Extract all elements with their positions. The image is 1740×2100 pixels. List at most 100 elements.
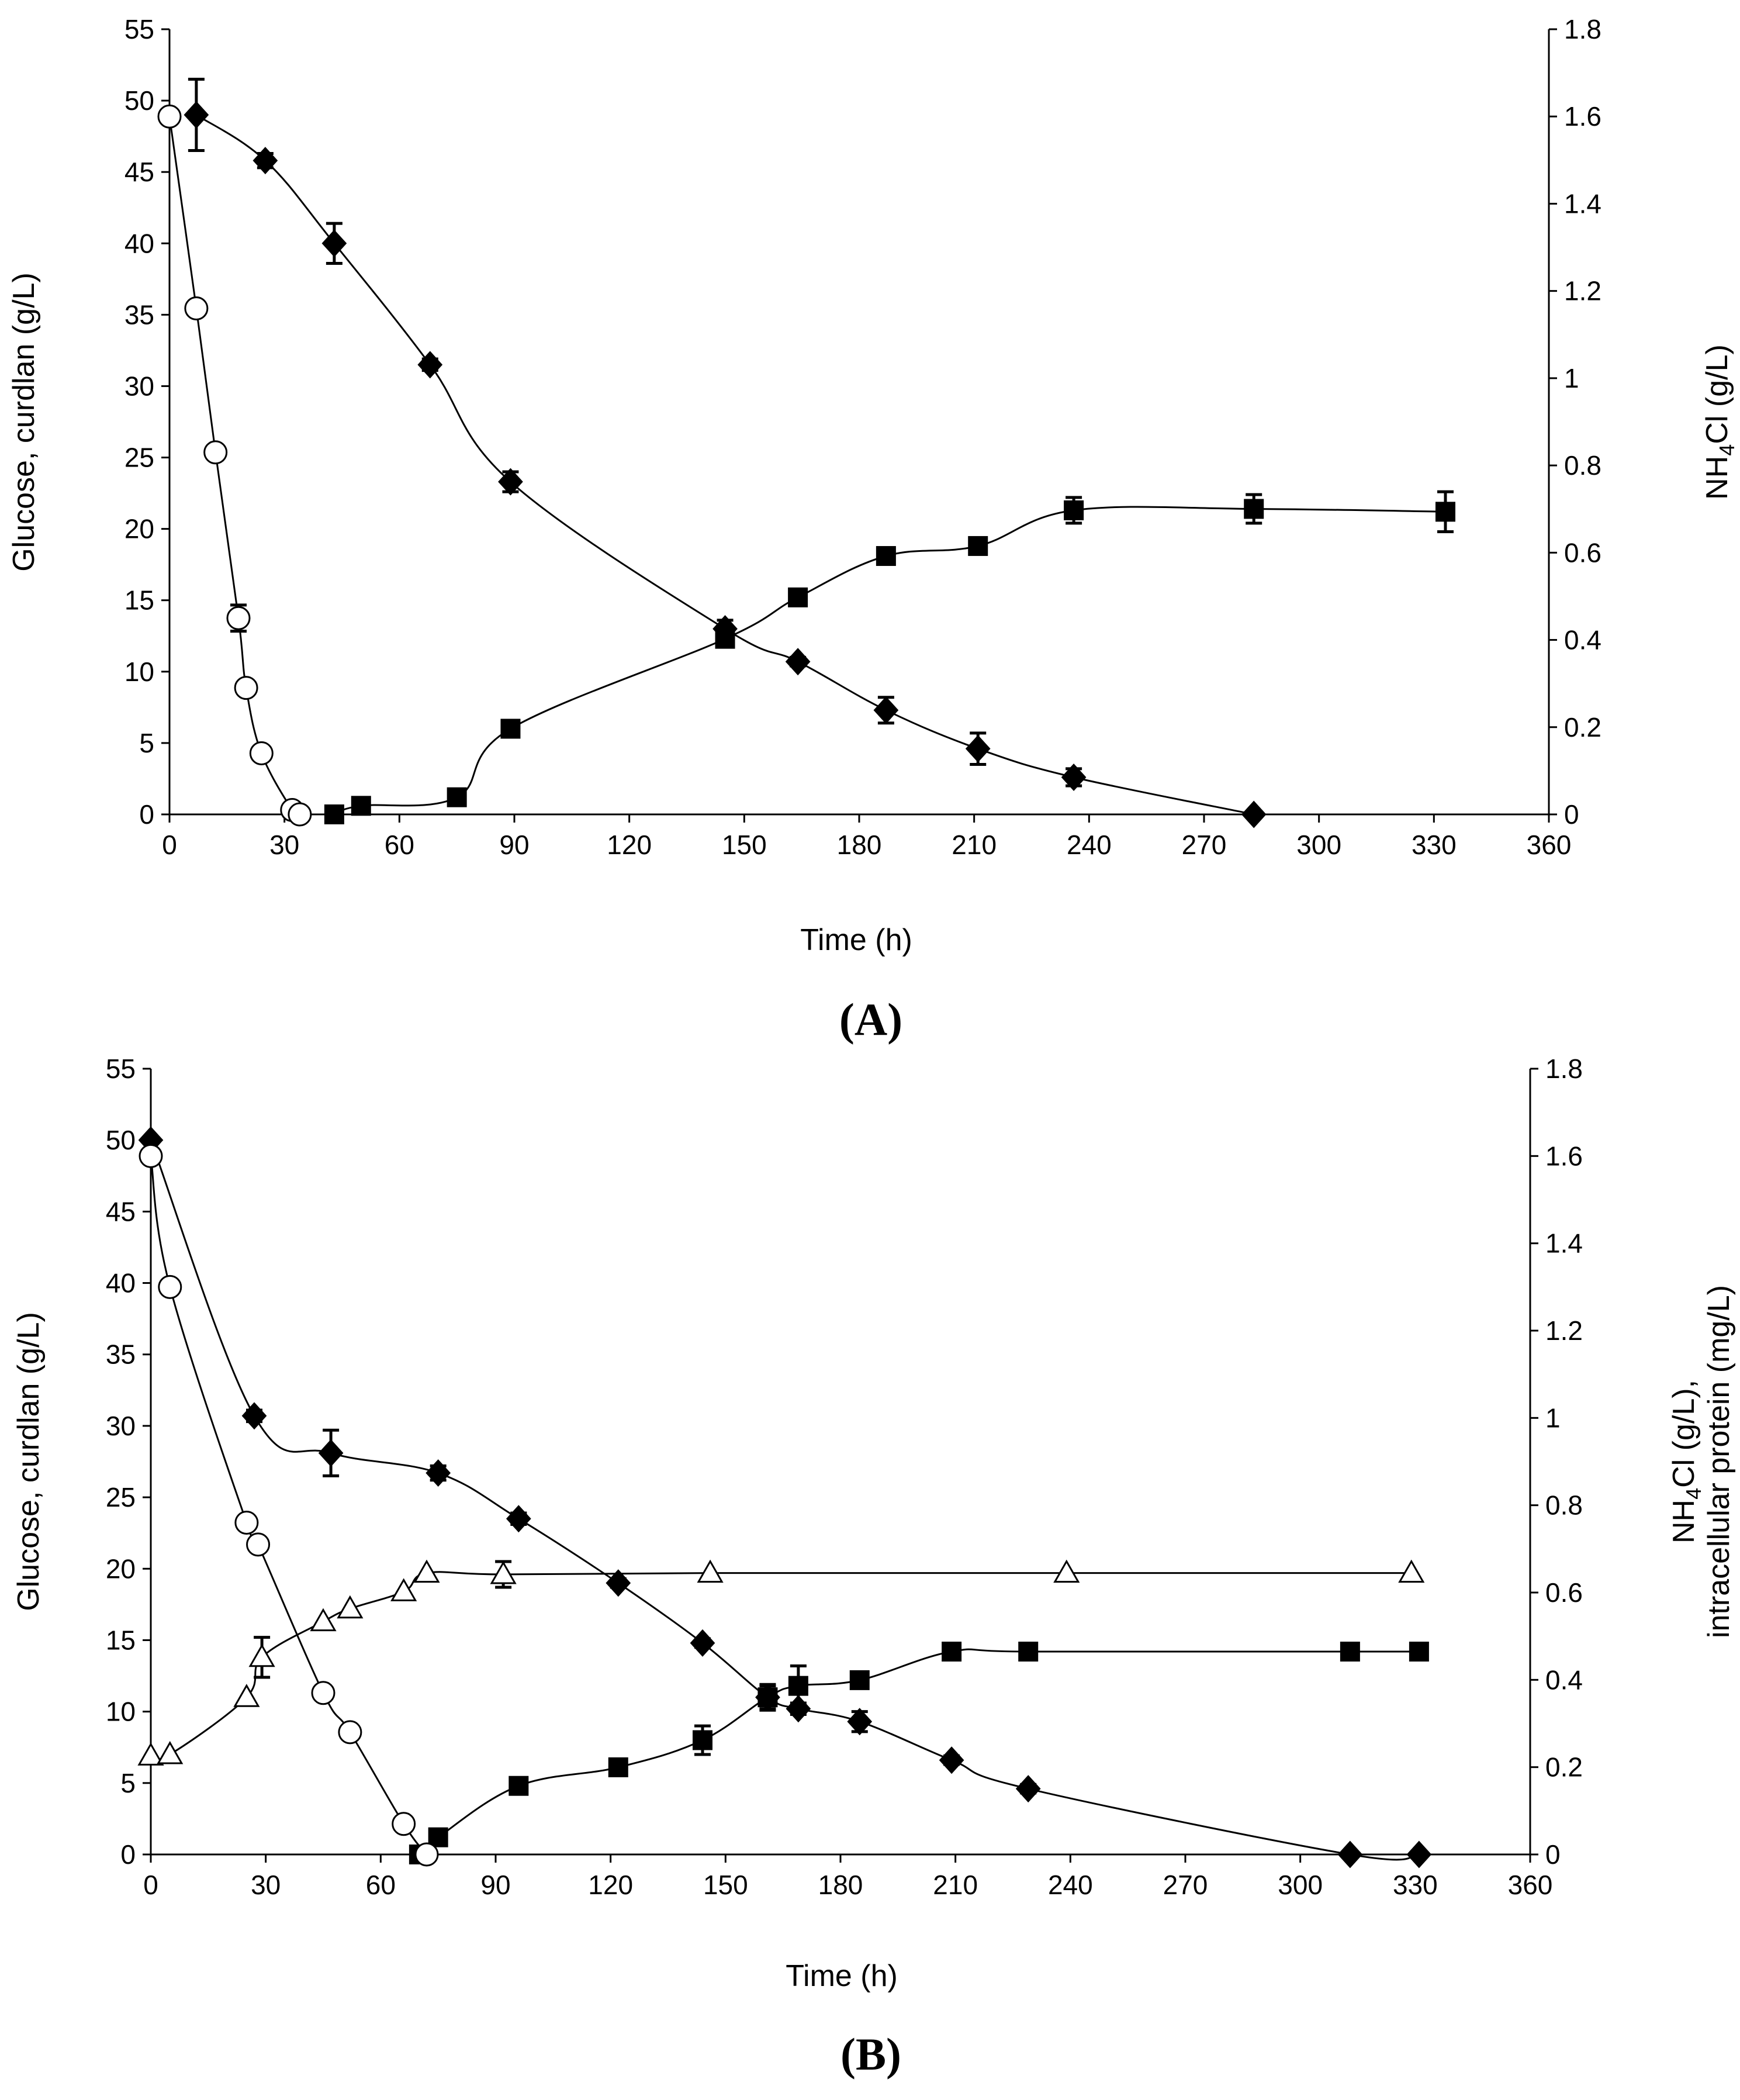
data-point-nh4cl [414, 1842, 439, 1867]
data-point-glucose [1406, 1840, 1432, 1868]
data-point-nh4cl [338, 1720, 362, 1745]
data-point-intracellular-protein [390, 1578, 417, 1601]
series-glucose [138, 1126, 1432, 1868]
y-right-label-part2: Cl (g/L), [1667, 1380, 1701, 1488]
x-tick-label: 330 [1412, 830, 1457, 860]
data-point-nh4cl [249, 741, 274, 766]
y-right-label-part1: NH [1700, 456, 1734, 500]
x-tick-label: 210 [933, 1870, 978, 1900]
x-tick-label: 210 [952, 830, 997, 860]
y-left-ticks: 0 5 10 15 20 25 30 35 40 45 50 55 [124, 14, 169, 830]
x-tick-label: 0 [162, 830, 177, 860]
data-point-glucose [690, 1629, 715, 1657]
y-left-axis-label: Glucose, curdlan (g/L) [7, 272, 41, 572]
y-right-tick-label: 0.8 [1545, 1490, 1583, 1521]
y-left-axis-label: Glucose, curdlan (g/L) [12, 1312, 46, 1611]
x-tick-label: 0 [143, 1870, 158, 1900]
y-right-tick-label: 1.6 [1564, 101, 1601, 132]
y-right-tick-label: 1.8 [1545, 1054, 1583, 1084]
data-point-nh4cl [184, 296, 209, 321]
y-right-tick-label: 1.8 [1564, 14, 1601, 44]
data-point-nh4cl [226, 606, 251, 630]
y-left-tick-label: 15 [106, 1625, 136, 1655]
x-tick-label: 90 [499, 830, 529, 860]
data-point-glucose [939, 1746, 964, 1774]
data-point-nh4cl [311, 1681, 335, 1705]
series-glucose [184, 77, 1267, 828]
data-point-curdlan [500, 719, 521, 739]
data-point-curdlan [608, 1757, 628, 1777]
y-left-tick-label: 25 [124, 443, 154, 473]
x-ticks: 0 30 60 90 120 150 180 210 240 270 300 330 360 [143, 1854, 1552, 1900]
y-right-tick-label: 0.4 [1564, 625, 1601, 655]
y-right-tick-label: 0.8 [1564, 450, 1601, 481]
x-tick-label: 270 [1163, 1870, 1208, 1900]
data-point-glucose [1337, 1840, 1363, 1868]
series-layer [137, 1126, 1432, 1868]
x-ticks: 0 30 60 90 120 150 180 210 240 270 300 330 360 [162, 814, 1571, 860]
data-point-glucose [1061, 764, 1087, 791]
y-right-tick-label: 1.2 [1545, 1315, 1583, 1346]
data-point-glucose [873, 696, 899, 724]
y-right-tick-label: 1.4 [1564, 188, 1601, 219]
data-point-nh4cl [288, 802, 312, 827]
x-tick-label: 300 [1278, 1870, 1323, 1900]
data-point-intracellular-protein [413, 1559, 440, 1583]
data-point-nh4cl [234, 676, 258, 700]
y-right-tick-label: 0 [1545, 1839, 1561, 1870]
y-left-tick-label: 5 [120, 1768, 136, 1798]
y-left-tick-label: 50 [106, 1125, 136, 1155]
data-point-nh4cl [139, 1144, 163, 1168]
data-point-glucose [506, 1505, 531, 1533]
data-point-nh4cl [203, 440, 228, 465]
data-point-intracellular-protein [137, 1742, 164, 1766]
y-right-axis-label: NH4Cl (g/L) [1700, 344, 1739, 500]
data-point-intracellular-protein [248, 1643, 275, 1667]
data-point-curdlan [447, 787, 467, 807]
data-point-curdlan [876, 546, 896, 567]
series-line-glucose [150, 1139, 1419, 1861]
x-tick-label: 60 [366, 1870, 396, 1900]
y-right-label-subscript: 4 [1715, 444, 1739, 456]
y-right-tick-label: 0.4 [1545, 1664, 1583, 1695]
data-point-nh4cl [157, 104, 182, 129]
data-point-glucose [965, 735, 991, 763]
x-tick-label: 90 [480, 1870, 510, 1900]
x-tick-label: 30 [269, 830, 299, 860]
y-left-tick-label: 40 [106, 1268, 136, 1298]
y-right-axis-label-line2: intracellular protein (mg/L) [1702, 1285, 1736, 1638]
data-point-glucose [241, 1402, 267, 1430]
panel-label-a: (A) [839, 994, 902, 1045]
data-point-curdlan [693, 1730, 712, 1750]
y-left-ticks: 0 5 10 15 20 25 30 35 40 45 50 55 [106, 1054, 151, 1870]
data-point-curdlan [715, 628, 735, 649]
data-point-curdlan [968, 536, 988, 556]
y-left-tick-label: 20 [106, 1553, 136, 1584]
data-point-glucose [184, 101, 209, 129]
data-point-glucose [498, 468, 523, 496]
data-point-curdlan [1435, 502, 1455, 522]
series-intracellular-protein [137, 1559, 1425, 1766]
data-point-curdlan [1409, 1642, 1429, 1662]
x-tick-label: 330 [1393, 1870, 1438, 1900]
x-tick-label: 150 [722, 830, 767, 860]
data-point-glucose [252, 147, 278, 175]
data-point-nh4cl [246, 1532, 271, 1557]
data-point-nh4cl [234, 1511, 259, 1535]
y-left-tick-label: 10 [106, 1697, 136, 1727]
panel-label-b: (B) [840, 2029, 901, 2080]
data-point-curdlan [1244, 499, 1264, 519]
data-point-glucose [785, 648, 811, 676]
y-left-tick-label: 55 [124, 14, 154, 44]
x-tick-label: 150 [703, 1870, 748, 1900]
y-left-tick-label: 30 [106, 1411, 136, 1441]
y-right-tick-label: 1 [1545, 1403, 1561, 1433]
x-tick-label: 300 [1296, 830, 1341, 860]
series-line-nh4cl [168, 116, 300, 817]
y-right-ticks: 0 0.2 0.4 0.6 0.8 1 1.2 1.4 1.6 1.8 [1549, 14, 1601, 830]
data-point-intracellular-protein [1053, 1559, 1080, 1583]
data-point-curdlan [1018, 1642, 1039, 1662]
data-point-curdlan [942, 1642, 962, 1662]
series-nh4cl [139, 1144, 439, 1867]
